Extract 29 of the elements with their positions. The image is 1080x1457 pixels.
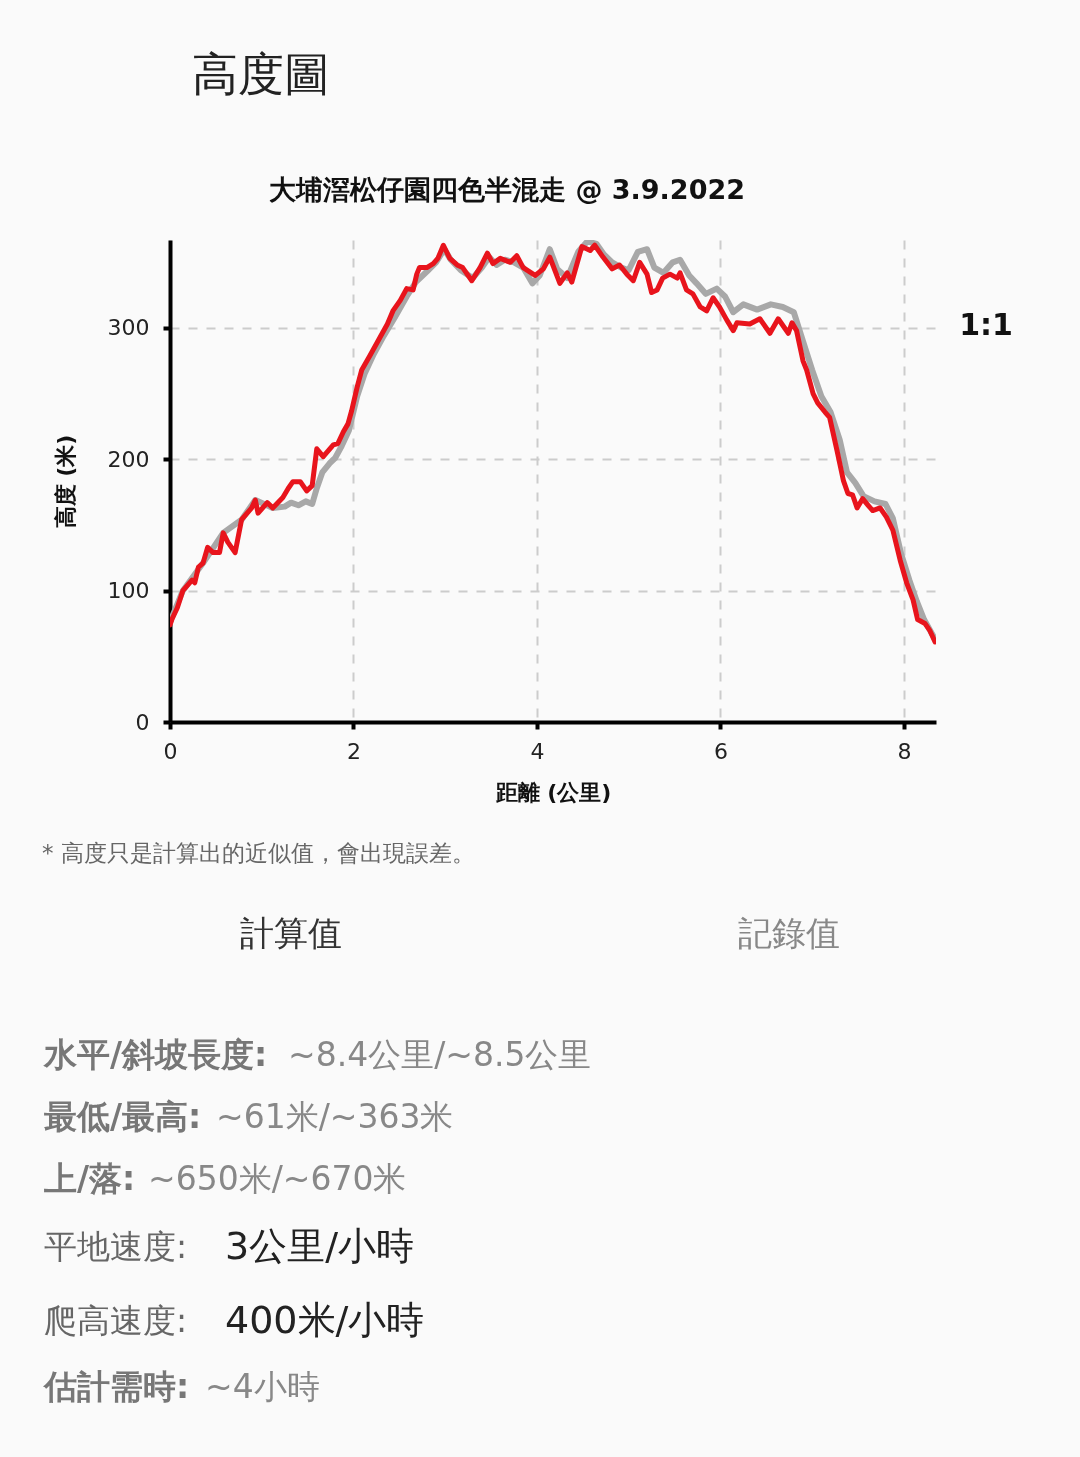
text: 上/落: — [43, 1159, 136, 1198]
text: 1:1 — [959, 307, 1013, 342]
y-tick-label: 100 — [107, 578, 150, 604]
x-tick-label: 6 — [713, 738, 728, 764]
x-axis-title: 距離 (公里) — [494, 779, 612, 805]
text: 高度圖 — [192, 47, 330, 101]
text: ~650米/~670米 — [148, 1159, 407, 1198]
chart-title: 大埔滘松仔園四色半混走 @ 3.9.2022 — [268, 174, 746, 205]
text: 水平/斜坡長度: — [43, 1035, 268, 1074]
text: ~61米/~363米 — [216, 1097, 454, 1136]
text: 估計需時: — [42, 1367, 190, 1406]
text: 爬高速度: — [44, 1301, 188, 1340]
text: ~8.4公里/~8.5公里 — [288, 1035, 592, 1074]
x-tick-label: 0 — [163, 738, 178, 764]
text: * 高度只是計算出的近似值，會出現誤差。 — [42, 840, 475, 866]
x-tick-label: 2 — [346, 738, 361, 764]
y-tick-label: 0 — [135, 709, 150, 735]
y-tick-label: 300 — [107, 315, 150, 341]
text: 計算值 — [240, 913, 342, 953]
y-axis-title: 高度 (米) — [52, 434, 78, 529]
text: 平地速度: — [44, 1227, 188, 1266]
text: 最低/最高: — [44, 1097, 202, 1136]
text: 記錄值 — [738, 913, 840, 953]
x-tick-label: 4 — [530, 738, 545, 764]
y-tick-label: 200 — [107, 446, 150, 472]
text: 400米/小時 — [225, 1298, 425, 1342]
x-tick-label: 8 — [897, 738, 912, 764]
text: 3公里/小時 — [225, 1224, 414, 1268]
text: ~4小時 — [205, 1367, 320, 1406]
